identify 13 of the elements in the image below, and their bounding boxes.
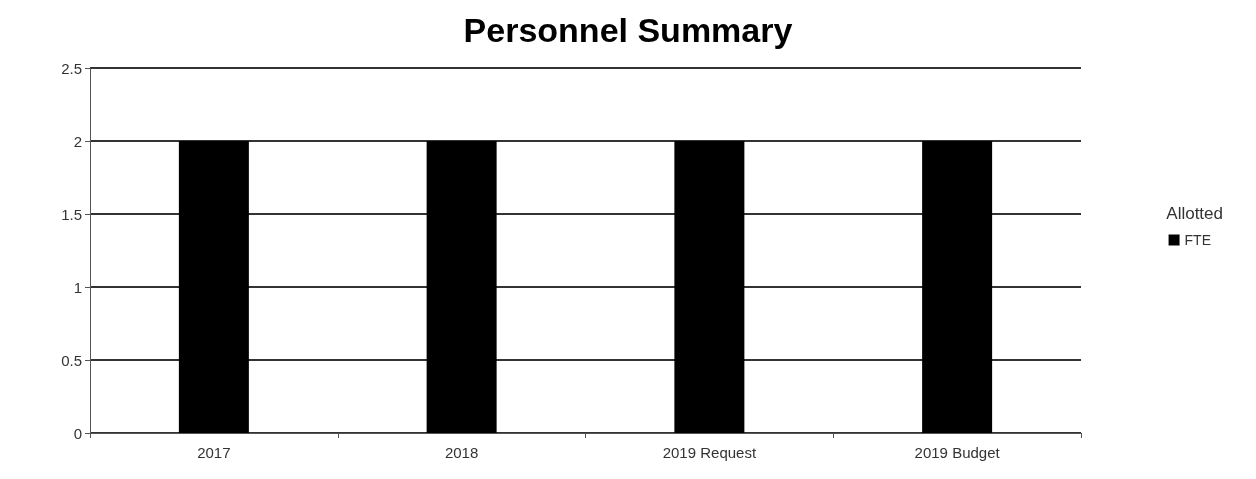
x-tick-label: 2017 <box>197 444 231 461</box>
x-tick-label: 2018 <box>444 444 479 461</box>
x-tick-label: 2019 Request <box>662 444 757 461</box>
legend-title: Allotted <box>1166 204 1223 223</box>
y-tick-label: 1.5 <box>61 205 82 223</box>
y-tick-label: 0 <box>73 424 82 442</box>
y-tick-label: 0.5 <box>61 351 82 369</box>
x-tick-label: 2019 Budget <box>914 444 1001 461</box>
y-tick-label: 1 <box>73 278 82 296</box>
chart-title: Personnel Summary <box>463 11 793 49</box>
y-tick-label: 2 <box>73 132 82 150</box>
y-tick-label: 2.5 <box>61 59 82 77</box>
legend-label: FTE <box>1184 232 1212 248</box>
